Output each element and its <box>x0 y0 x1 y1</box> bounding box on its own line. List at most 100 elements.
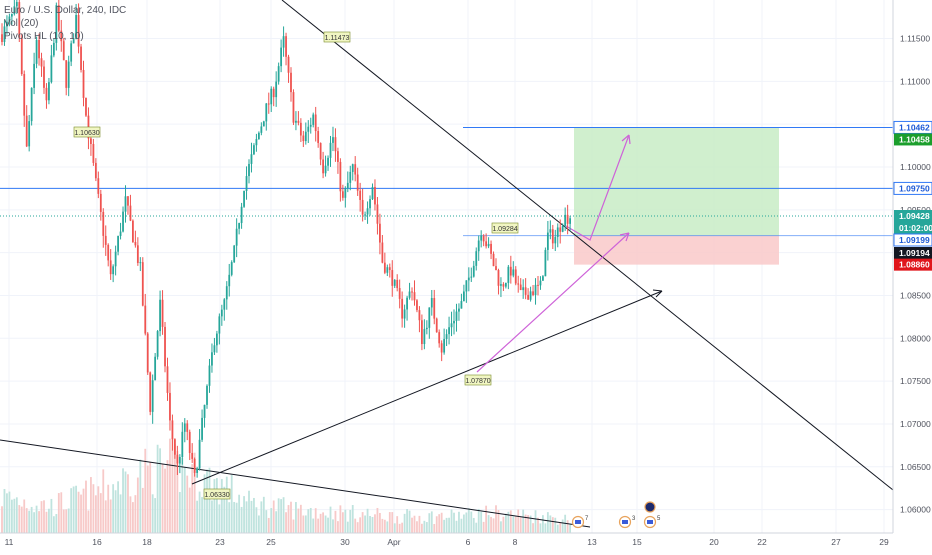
candle-body <box>495 266 497 271</box>
candle-body <box>475 251 478 266</box>
symbol-title[interactable]: Euro / U.S. Dollar, 240, IDC <box>4 5 127 16</box>
volume-bar <box>374 514 376 533</box>
volume-bar <box>75 485 77 533</box>
volume-bar <box>403 513 406 533</box>
price-tick-label: 1.10000 <box>900 162 931 172</box>
entry-price-label-bg <box>894 233 932 246</box>
candle-body <box>52 42 55 56</box>
volume-bar <box>280 499 283 533</box>
volume-bar <box>542 515 544 533</box>
candle-body <box>129 205 132 221</box>
time-axis[interactable]: 11 16 18 23 25 30 Apr 6 8 13 15 20 22 27 29 <box>0 532 932 550</box>
volume-bar <box>396 516 399 533</box>
candle-body <box>178 457 181 464</box>
volume-bar <box>186 475 189 533</box>
countdown-label-bg <box>894 221 932 234</box>
volume-bar <box>3 488 6 533</box>
candle-body <box>15 2 18 7</box>
candle-body <box>206 385 208 405</box>
volume-bar <box>238 494 241 533</box>
candle-body <box>112 266 115 275</box>
volume-bar <box>169 438 171 533</box>
candle-body <box>546 232 549 250</box>
volume-bar <box>383 519 386 533</box>
time-tick-label: 11 <box>5 537 14 547</box>
volume-bar <box>307 509 310 533</box>
volume-bar <box>551 517 554 533</box>
pivot-label-bg <box>491 222 519 234</box>
candle-body <box>391 270 394 286</box>
candle-body <box>107 244 110 261</box>
candle-body <box>374 186 376 205</box>
candle-body <box>154 356 157 381</box>
indicator-volume[interactable]: Vol (20) <box>4 18 39 29</box>
volume-bar <box>230 474 233 533</box>
candle-body <box>193 458 196 473</box>
candle-body <box>297 120 300 123</box>
volume-bar <box>248 490 250 533</box>
volume-bar <box>10 499 13 533</box>
volume-bar <box>235 502 238 533</box>
volume-bar <box>514 516 517 533</box>
candle-body <box>317 131 320 144</box>
price-axis[interactable]: 1.115001.110001.105001.100001.095001.090… <box>892 0 932 550</box>
volume-bar <box>337 521 339 533</box>
volume-bar <box>517 509 520 533</box>
candle-body <box>119 231 122 236</box>
volume-bar <box>537 517 539 533</box>
candle-body <box>423 329 426 345</box>
time-tick-label: 15 <box>632 537 642 547</box>
volume-bar <box>117 481 119 533</box>
candle-body <box>6 21 8 27</box>
flag-icon <box>647 520 653 524</box>
candle-body <box>208 365 211 386</box>
volume-bar <box>20 506 23 533</box>
volume-bar <box>260 501 263 533</box>
candle-body <box>85 97 87 116</box>
candle-body <box>80 46 82 70</box>
volume-bar <box>406 509 408 533</box>
volume-bar <box>411 517 413 533</box>
candle-body <box>218 316 221 334</box>
candle-body <box>238 223 241 229</box>
volume-bar <box>502 516 505 533</box>
candle-body <box>408 291 411 298</box>
calendar-badge-count: 3 <box>632 516 636 522</box>
candle-body <box>564 214 567 226</box>
volume-bar <box>522 509 525 533</box>
candle-body <box>413 292 416 301</box>
candle-body <box>139 262 142 264</box>
volume-bar <box>206 469 208 533</box>
indicator-pivots[interactable]: Pivots HL (10, 10) <box>4 31 84 42</box>
volume-bar <box>319 513 322 533</box>
volume-bar <box>472 517 475 533</box>
candle-body <box>280 47 283 67</box>
candle-body <box>248 163 250 177</box>
candle-body <box>428 307 431 328</box>
candle-body <box>487 243 490 247</box>
volume-bar <box>534 510 537 533</box>
volume-bar <box>448 517 450 533</box>
candle-body <box>566 214 569 224</box>
volume-bar <box>119 494 122 533</box>
candle-body <box>144 305 147 334</box>
volume-bar <box>351 505 354 533</box>
candle-body <box>164 326 166 367</box>
projection-arrowhead-lower <box>619 232 630 242</box>
volume-bar <box>290 501 292 533</box>
volume-bar <box>317 518 320 533</box>
candle-body <box>213 345 216 353</box>
candle-body <box>539 280 542 286</box>
candle-body <box>334 137 337 152</box>
level-label-mid-border <box>893 181 932 195</box>
flag-icon <box>575 520 581 524</box>
candle-body <box>299 122 302 136</box>
candle-body <box>359 190 362 200</box>
projection-arrowhead-upper <box>621 134 631 145</box>
volume-bar <box>470 511 473 533</box>
volume-bar <box>267 517 270 533</box>
volume-bar <box>149 461 152 533</box>
candle-body <box>201 417 203 440</box>
